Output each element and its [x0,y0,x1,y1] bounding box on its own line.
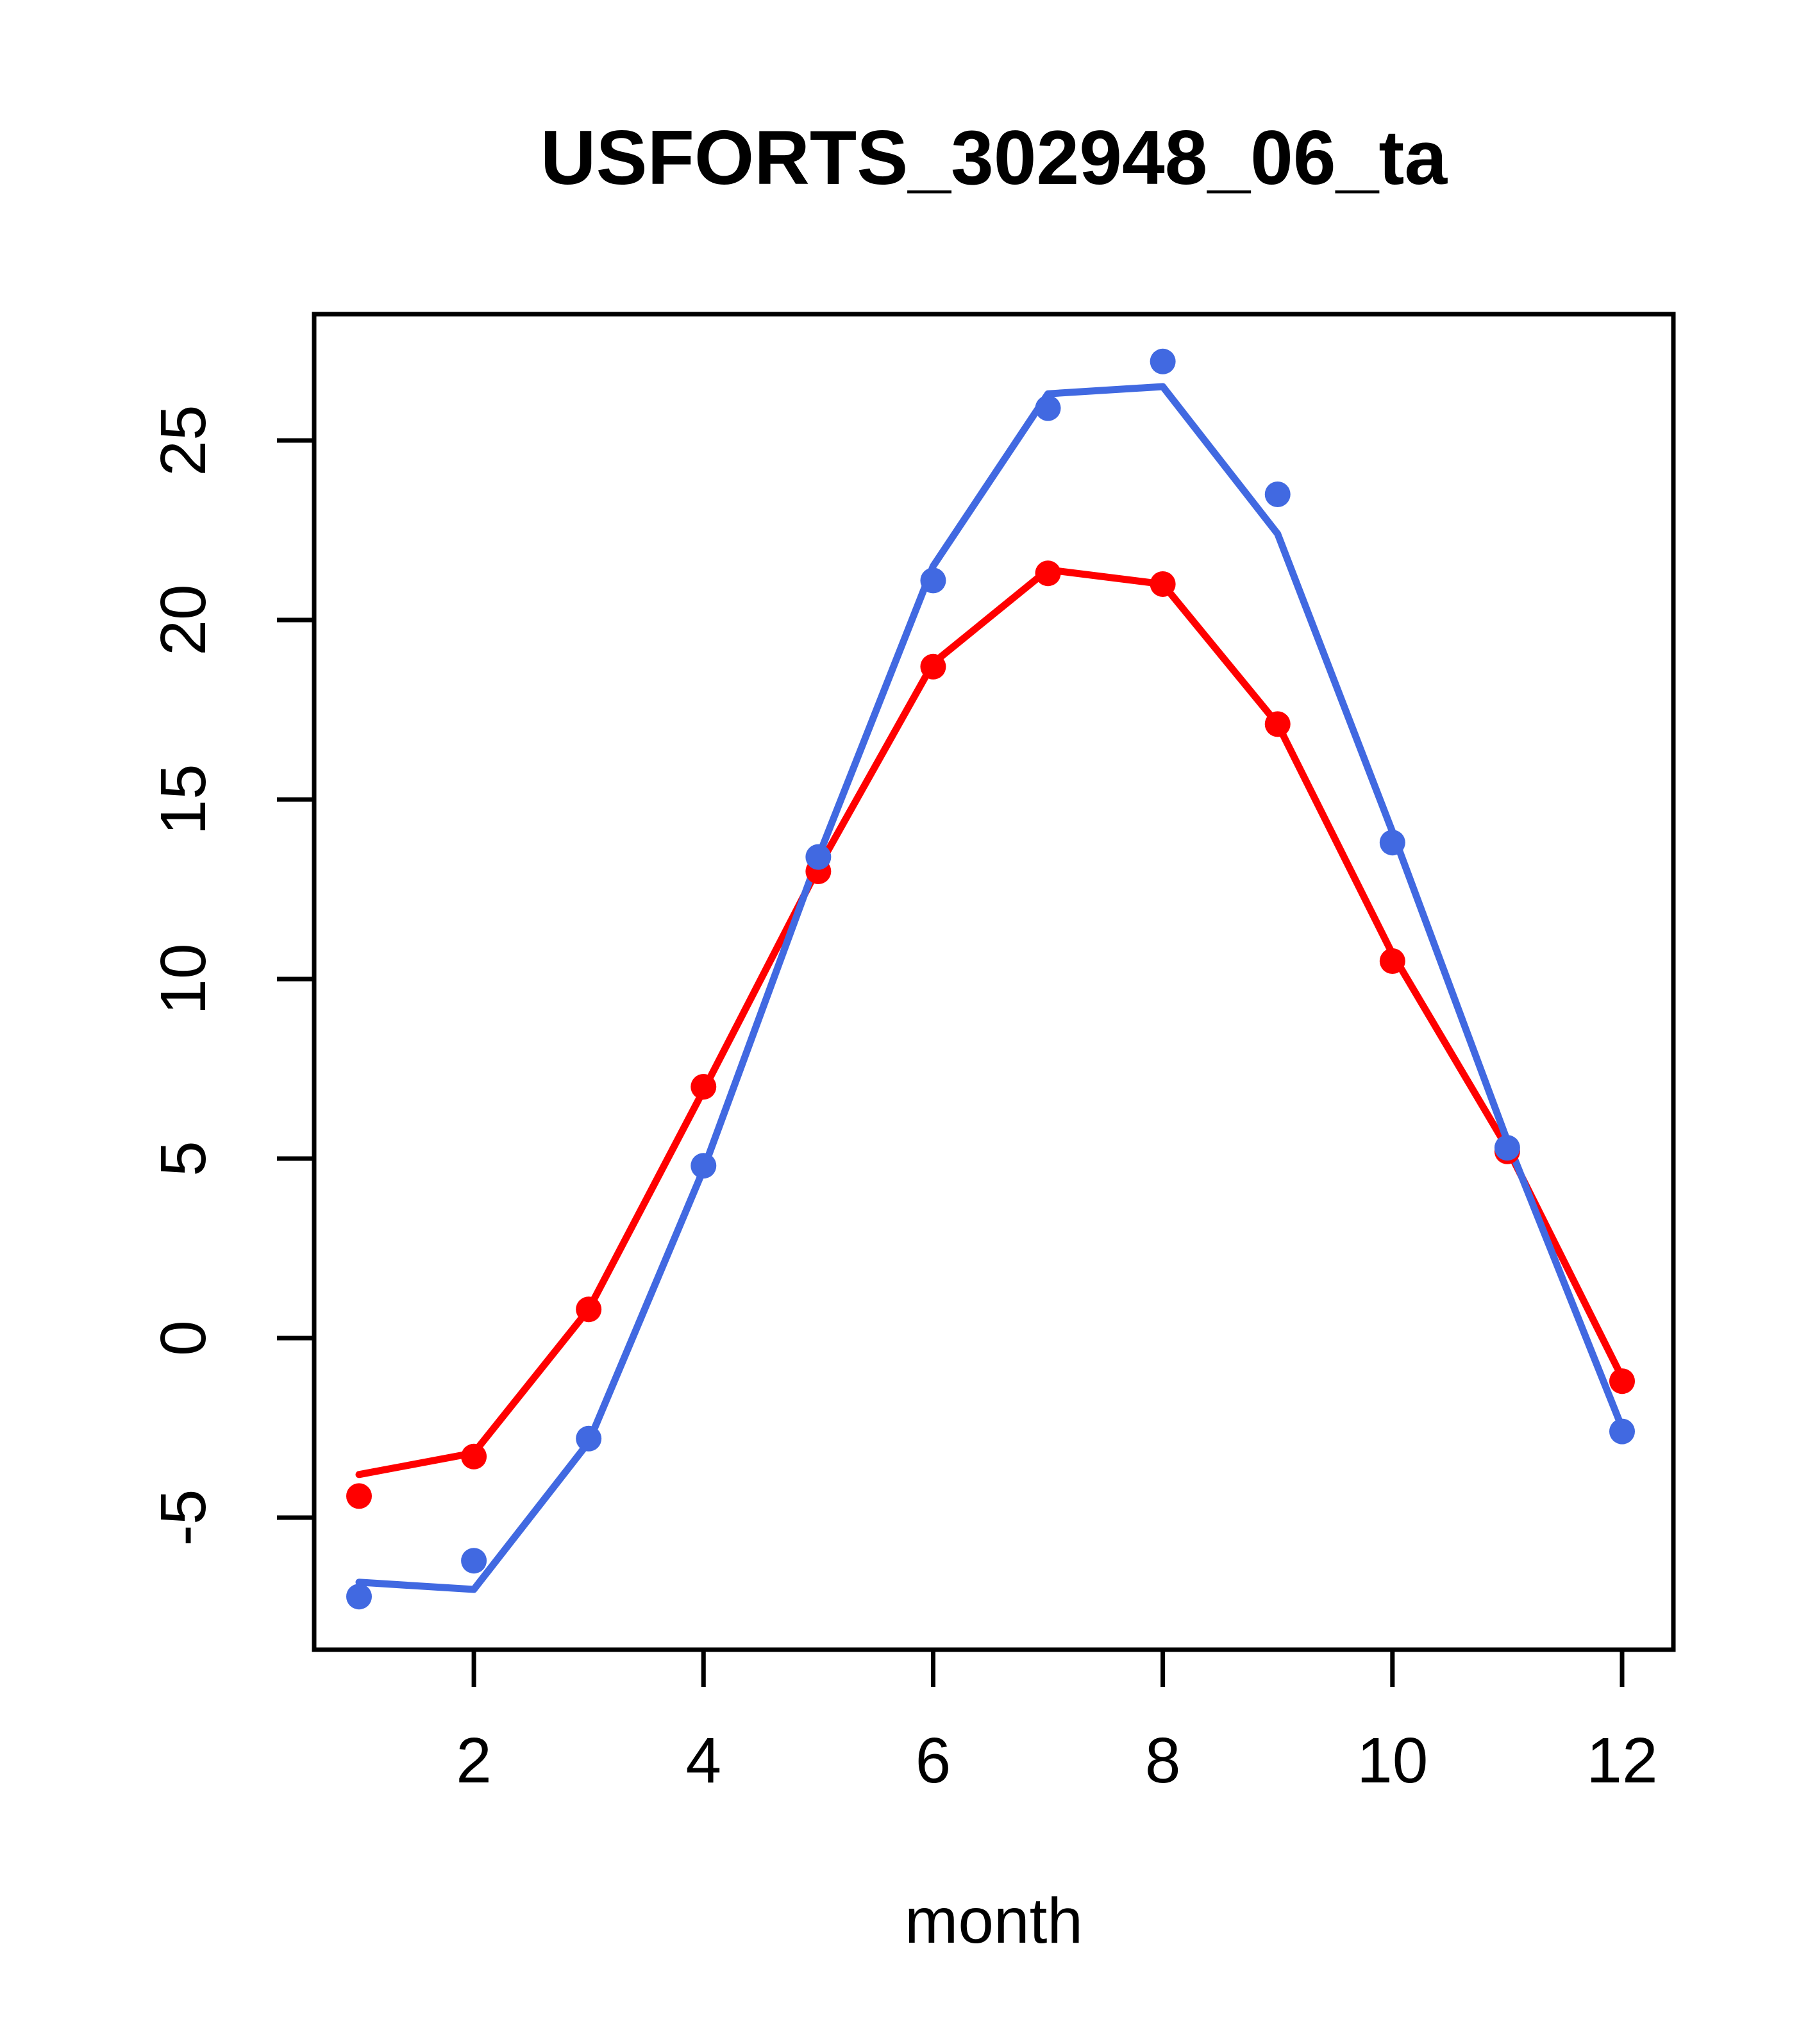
red-observed-points [920,653,946,680]
red-observed-points [1035,560,1061,587]
blue-observed-points [1494,1135,1520,1161]
blue-observed-points [1150,348,1176,374]
y-tick-label: 20 [147,584,219,655]
x-tick-label: 12 [1586,1725,1657,1797]
x-tick-label: 6 [916,1725,951,1797]
y-tick-label: -5 [147,1489,219,1546]
red-observed-points [1379,948,1405,974]
blue-observed-points [461,1548,487,1574]
red-observed-points [1264,711,1291,737]
blue-observed-points [576,1425,602,1452]
blue-observed-points [346,1584,372,1610]
y-tick-label: 25 [147,405,219,476]
red-fitted-line [355,566,1626,1479]
blue-observed-points [1609,1418,1635,1445]
blue-observed-points [1035,395,1061,421]
y-tick-label: 15 [147,764,219,835]
blue-observed-points [691,1153,717,1179]
blue-observed-points [1264,482,1291,507]
x-tick-label: 10 [1357,1725,1428,1797]
red-observed-points [461,1443,487,1470]
red-observed-points [1150,571,1176,597]
x-tick-label: 4 [685,1725,721,1797]
red-observed-points [1609,1368,1635,1395]
red-observed-points [576,1296,602,1323]
x-axis-label: month [905,1885,1083,1957]
chart-title: USFORTS_302948_06_ta [540,115,1448,201]
y-tick-label: 0 [147,1320,219,1356]
blue-observed-points [920,567,946,594]
y-tick-label: 10 [147,943,219,1014]
y-tick-label: 5 [147,1141,219,1177]
blue-observed-points [1379,830,1405,856]
x-tick-label: 2 [456,1725,492,1797]
plot-border [312,312,1676,1652]
blue-fitted-line [355,383,1626,1593]
blue-observed-points [805,844,832,870]
x-tick-label: 8 [1145,1725,1181,1797]
red-observed-points [346,1483,372,1509]
red-observed-points [691,1074,717,1100]
